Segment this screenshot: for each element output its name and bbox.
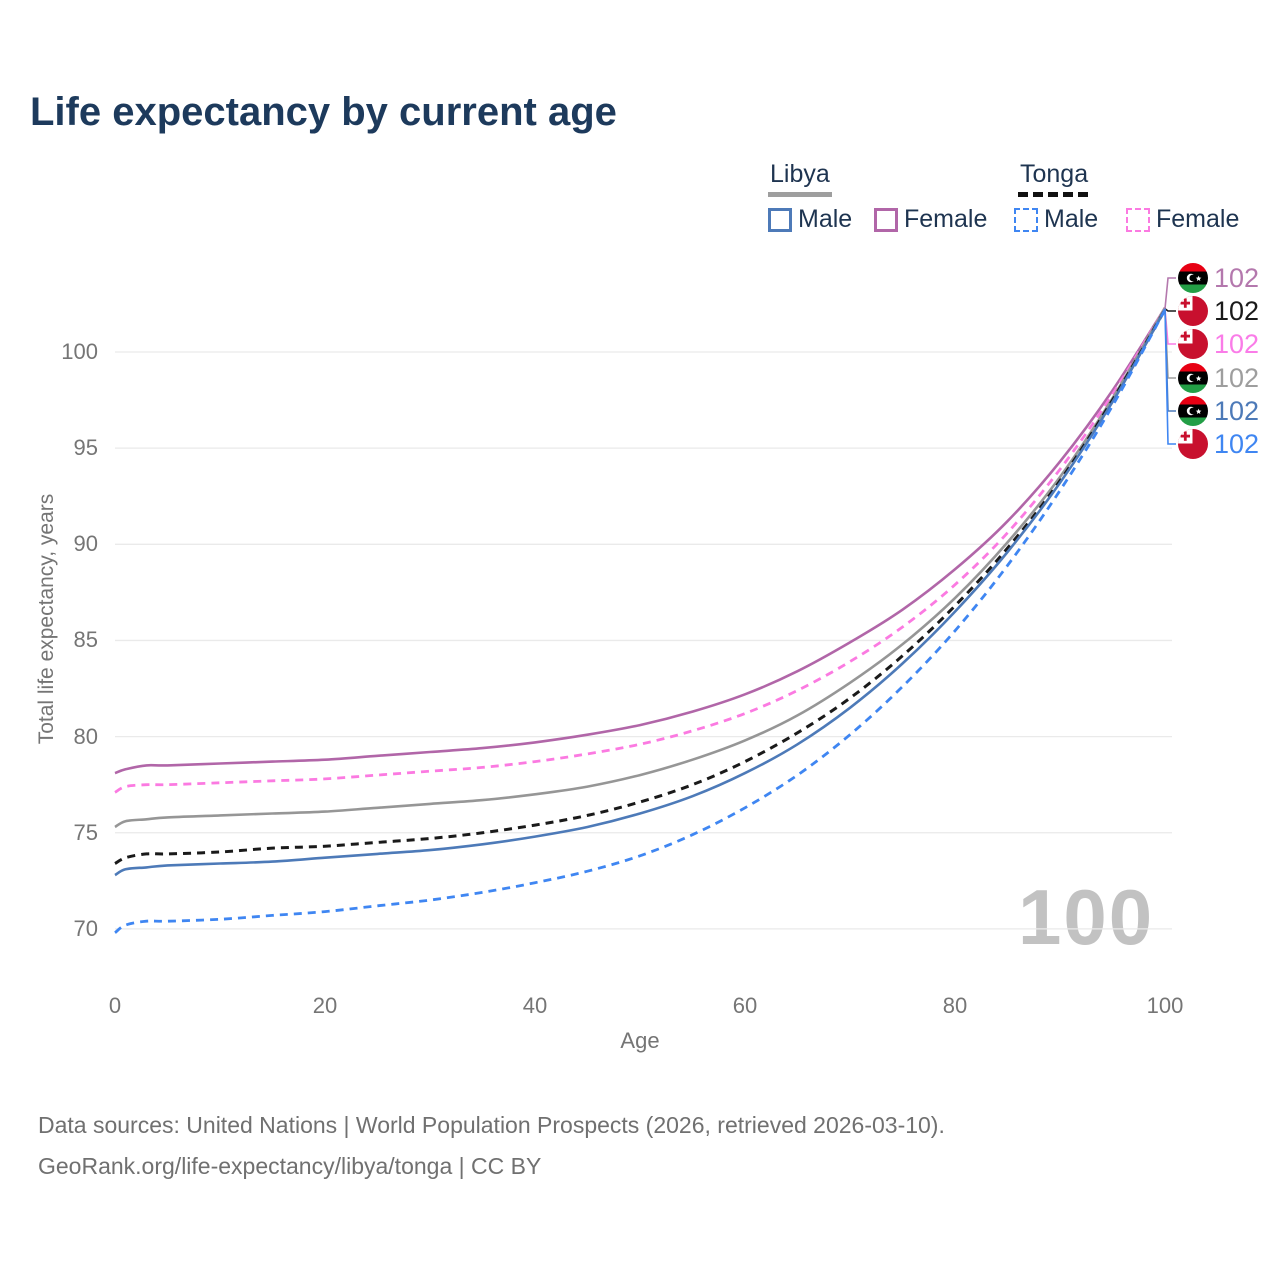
libya-flag-icon (1178, 396, 1208, 426)
libya-female-swatch-icon (874, 207, 898, 232)
series-line-tonga_both[interactable] (114, 308, 1167, 865)
end-label-value: 102 (1214, 263, 1260, 293)
x-tick-label: 40 (522, 993, 548, 1018)
y-tick-label: 90 (73, 531, 98, 557)
x-axis-title: Age (620, 1028, 660, 1053)
legend-label: Male (1044, 205, 1099, 233)
footer: Data sources: United Nations | World Pop… (38, 1105, 945, 1187)
x-tick-label: 60 (732, 993, 758, 1018)
data-sources-line: Data sources: United Nations | World Pop… (38, 1112, 945, 1138)
legend-item-tonga-female[interactable]: Female (1126, 205, 1239, 234)
legend-item-libya-male[interactable]: Male (768, 205, 852, 234)
series-line-libya_both[interactable] (114, 307, 1167, 829)
end-label-value: 102 (1214, 363, 1260, 393)
libya-flag-icon (1178, 263, 1208, 293)
series-line-libya_female[interactable] (114, 307, 1167, 775)
tonga-female-swatch-icon (1126, 207, 1150, 232)
y-tick-label: 100 (61, 339, 98, 364)
y-tick-label: 70 (73, 915, 98, 941)
y-tick-label: 95 (73, 435, 98, 461)
legend-item-libya-female[interactable]: Female (874, 205, 987, 234)
series-line-tonga_female[interactable] (114, 307, 1167, 794)
end-label-value: 102 (1214, 329, 1260, 359)
legend-label: Male (798, 205, 853, 233)
series-line-tonga_male[interactable] (114, 309, 1167, 934)
end-label-value: 102 (1214, 429, 1260, 459)
x-tick-label: 80 (942, 993, 968, 1018)
x-tick-label: 100 (1146, 993, 1184, 1018)
y-tick-label: 85 (73, 627, 98, 653)
libya-line-sample (768, 192, 832, 197)
y-tick-label: 80 (73, 723, 98, 749)
end-label-value: 102 (1214, 296, 1260, 326)
hovered-age-watermark: 100 (1018, 873, 1155, 961)
legend-group-tonga[interactable]: Tonga (1020, 160, 1089, 188)
tonga-line-sample (1018, 192, 1088, 197)
y-tick-label: 75 (73, 819, 98, 845)
series-line-libya_male[interactable] (114, 309, 1167, 877)
x-tick-label: 20 (312, 993, 338, 1018)
legend-item-tonga-male[interactable]: Male (1014, 205, 1098, 234)
end-label-value: 102 (1214, 396, 1260, 426)
tonga-flag-icon (1178, 296, 1208, 326)
y-axis-title: Total life expectancy, years (35, 493, 58, 745)
end-label-connector (1164, 308, 1176, 312)
legend-label: Female (904, 205, 988, 233)
end-label-connector (1164, 308, 1176, 445)
end-label-connector (1164, 277, 1176, 309)
attribution-line: GeoRank.org/life-expectancy/libya/tonga … (38, 1153, 542, 1179)
page-title: Life expectancy by current age (30, 90, 617, 134)
tonga-flag-icon (1178, 429, 1208, 459)
legend-group-libya[interactable]: Libya (770, 160, 830, 188)
tonga-male-swatch-icon (1014, 207, 1038, 232)
legend-label: Female (1156, 205, 1240, 233)
tonga-flag-icon (1178, 329, 1208, 359)
libya-male-swatch-icon (768, 207, 792, 232)
x-tick-label: 0 (108, 993, 122, 1018)
libya-flag-icon (1178, 363, 1208, 393)
